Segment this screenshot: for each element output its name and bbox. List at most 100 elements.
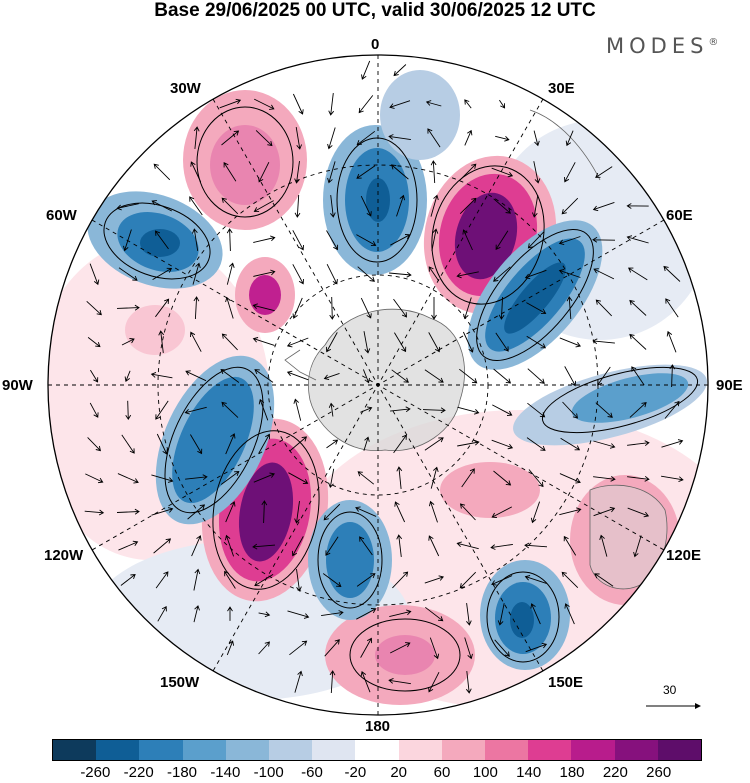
graticule (48, 55, 708, 715)
colorbar-tick-label: -260 (80, 764, 111, 781)
wind-arrow (323, 372, 340, 381)
wind-arrow (593, 440, 616, 449)
wind-arrow (252, 543, 276, 550)
wind-arrow (185, 370, 207, 382)
wind-arrow (192, 262, 201, 285)
colorbar-segment (657, 740, 702, 760)
wind-arrow (626, 203, 649, 209)
wind-arrow (253, 235, 276, 243)
colorbar-segment (528, 740, 572, 760)
wind-arrow (153, 163, 171, 181)
wind-arrow (629, 299, 647, 316)
wind-arrow (388, 134, 411, 141)
wind-arrow (396, 466, 403, 489)
low-anomaly-center (326, 522, 374, 598)
wind-arrow (156, 433, 168, 455)
wind-arrow (124, 370, 131, 382)
wind-arrow (157, 605, 167, 622)
contour-lines (103, 106, 699, 692)
wind-arrow (293, 398, 302, 421)
wind-arrow (221, 197, 239, 215)
registered-mark: ® (708, 37, 719, 48)
wind-arrow (664, 400, 680, 419)
wind-arrow (627, 440, 650, 447)
wind-arrow (355, 506, 377, 517)
wind-arrow (561, 571, 579, 589)
wind-arrow (593, 506, 616, 517)
lon-label-90e: 90E (716, 377, 743, 394)
map-boundary (47, 54, 709, 716)
colorbar-tick-label: 220 (602, 764, 628, 781)
low-anomaly-center (140, 229, 180, 257)
wind-arrow (220, 471, 240, 485)
wind-arrow (187, 504, 206, 520)
wind-arrow (661, 475, 684, 483)
wind-arrow (629, 333, 647, 350)
wind-arrow (388, 677, 411, 685)
wind-arrow (327, 161, 336, 184)
wind-arrow (530, 501, 541, 524)
wind-arrow (559, 473, 581, 484)
wind-vectors (84, 60, 684, 694)
wind-arrow (219, 98, 242, 109)
colorbar-tick-label: -60 (301, 764, 323, 781)
wind-arrow (465, 671, 472, 694)
wind-arrow (118, 540, 139, 551)
high-anomaly-center (454, 192, 518, 280)
wind-arrow (258, 641, 270, 655)
wind-arrow (185, 474, 208, 481)
wind-arrow (357, 471, 375, 485)
wind-arrow (189, 196, 203, 216)
wind-arrow (329, 296, 336, 320)
colorbar-tick-label: -220 (123, 764, 154, 781)
wind-arrow (463, 297, 472, 320)
high-anomaly-center (375, 635, 435, 675)
wind-arrow (495, 332, 509, 352)
wind-arrow (89, 402, 99, 418)
lon-label-30w: 30W (170, 80, 201, 97)
wind-arrow (253, 98, 275, 110)
wind-arrow (362, 369, 370, 384)
wind-arrow (255, 130, 273, 147)
wind-arrow (261, 500, 268, 524)
colorbar-tick-label: 140 (516, 764, 542, 781)
wind-arrow (294, 161, 300, 184)
wind-arrow (425, 606, 444, 622)
wind-arrow (326, 230, 339, 251)
wind-arrow (464, 99, 472, 109)
wind-arrow (327, 127, 336, 150)
colorbar-segment (139, 740, 183, 760)
wind-arrow (558, 236, 581, 246)
wind-arrow (394, 501, 406, 523)
wind-arrow (287, 610, 310, 619)
wind-arrow (430, 466, 439, 489)
wind-arrow (564, 162, 576, 183)
wind-arrow (559, 337, 581, 348)
wind-arrow (464, 637, 473, 660)
lon-label-120e: 120E (666, 547, 702, 564)
wind-arrow (253, 472, 275, 483)
wind-arrow (191, 228, 199, 251)
wind-arrow (328, 93, 335, 116)
colorbar-tick-label: -140 (210, 764, 241, 781)
low-anomaly-center (504, 262, 566, 334)
wind-arrow (466, 603, 472, 626)
wind-arrow (533, 161, 541, 184)
colorbar-segment (398, 740, 442, 760)
wind-arrow (359, 536, 373, 556)
wind-arrow (390, 234, 411, 246)
wind-arrow (560, 437, 581, 451)
wind-arrow (424, 575, 445, 584)
colorbar (52, 739, 702, 761)
wind-arrow (221, 333, 238, 351)
colorbar-ticks: -260 -220 -180 -140 -100 -60 -20 20 60 100 140 180 2… (0, 764, 750, 782)
lon-label-180: 180 (365, 718, 391, 735)
wind-arrow (356, 608, 377, 620)
wind-arrow (459, 163, 477, 181)
wind-arrow (117, 473, 139, 484)
wind-arrow (527, 368, 545, 384)
wind-arrow (116, 304, 140, 311)
colorbar-tick-label: 180 (559, 764, 585, 781)
colorbar-segment (571, 740, 615, 760)
wind-arrow (424, 437, 444, 451)
